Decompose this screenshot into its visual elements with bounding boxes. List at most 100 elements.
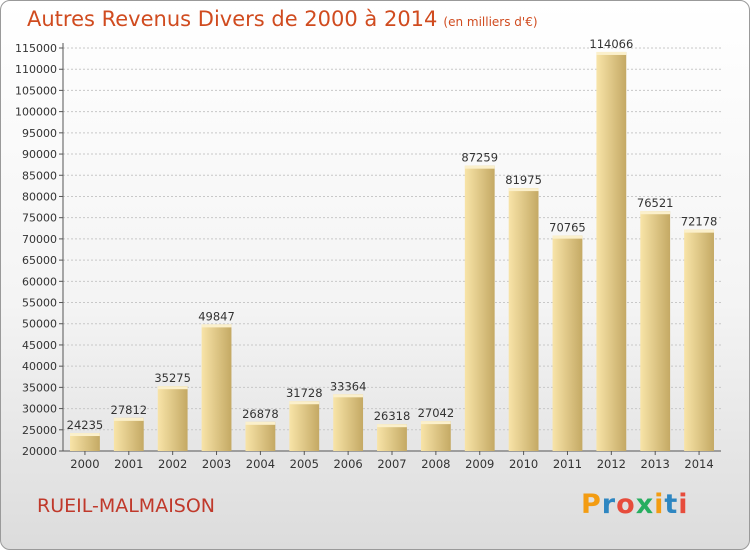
- bar-top-highlight: [245, 421, 276, 425]
- bar-top-highlight: [70, 433, 100, 437]
- bar-top-highlight: [201, 324, 232, 328]
- bar-top-highlight: [420, 421, 451, 425]
- y-tick-label: 90000: [22, 148, 57, 161]
- y-tick-label: 70000: [22, 233, 57, 246]
- bar-top-highlight: [596, 51, 627, 55]
- data-label: 35275: [154, 371, 191, 385]
- x-tick-label: 2011: [553, 457, 582, 471]
- x-tick-label: 2012: [597, 457, 626, 471]
- data-label: 72178: [681, 215, 718, 229]
- y-tick-label: 30000: [22, 403, 57, 416]
- bar: [508, 188, 539, 451]
- x-tick-label: 2014: [684, 457, 713, 471]
- bar-group: [420, 421, 451, 451]
- bar: [684, 229, 714, 451]
- y-tick-label: 95000: [22, 127, 57, 140]
- bar-group: [464, 165, 495, 451]
- bar-chart: 20000 25000 30000 35000 40000 45000 50000 55000…: [15, 37, 721, 471]
- bar-group: [245, 421, 276, 451]
- y-tick-label: 35000: [22, 381, 57, 394]
- x-tick-label: 2007: [377, 457, 406, 471]
- data-label: 27042: [418, 406, 455, 420]
- data-label: 87259: [461, 151, 498, 165]
- bar-group: [377, 424, 407, 451]
- y-tick-label: 85000: [22, 169, 57, 182]
- bar-layer: [70, 51, 714, 451]
- x-tick-label: 2000: [70, 457, 99, 471]
- bar-group: [289, 401, 320, 451]
- data-label: 33364: [330, 379, 367, 393]
- data-label: 81975: [505, 173, 542, 187]
- bar-top-highlight: [508, 188, 539, 192]
- bar: [201, 324, 232, 451]
- y-tick-label: 45000: [22, 339, 57, 352]
- bar-group: [113, 417, 144, 451]
- bar: [552, 235, 583, 451]
- y-tick-label: 40000: [22, 360, 57, 373]
- x-tick-label: 2002: [158, 457, 187, 471]
- bar: [289, 401, 320, 451]
- bar: [640, 211, 671, 451]
- x-tick-label: 2004: [246, 457, 275, 471]
- bar-group: [201, 324, 232, 451]
- bar: [464, 165, 495, 451]
- x-tick-label: 2010: [509, 457, 538, 471]
- bar-top-highlight: [684, 229, 714, 233]
- y-tick-label: 105000: [15, 84, 57, 97]
- bar: [596, 51, 627, 451]
- chart-subtitle: (en milliers d'€): [443, 15, 538, 29]
- y-tick-label: 100000: [15, 106, 57, 119]
- x-tick-label: 2005: [290, 457, 319, 471]
- data-label: 26878: [242, 407, 279, 421]
- x-tick-label: 2003: [202, 457, 231, 471]
- bar-top-highlight: [333, 394, 364, 398]
- bar: [70, 433, 100, 451]
- bar-group: [333, 394, 364, 451]
- x-tick-label: 2013: [641, 457, 670, 471]
- bar: [157, 386, 188, 451]
- city-name: RUEIL-MALMAISON: [37, 495, 216, 517]
- bar: [333, 394, 364, 451]
- x-tick-label: 2008: [421, 457, 450, 471]
- data-label: 26318: [374, 409, 411, 423]
- y-tick-label: 75000: [22, 212, 57, 225]
- bar-group: [552, 235, 583, 451]
- y-tick-label: 20000: [22, 445, 57, 458]
- bar-top-highlight: [464, 165, 495, 169]
- axis-layer: 20000 25000 30000 35000 40000 45000 50000 55000…: [15, 42, 721, 471]
- y-tick-label: 115000: [15, 42, 57, 55]
- y-tick-label: 110000: [15, 63, 57, 76]
- y-tick-label: 55000: [22, 297, 57, 310]
- bar-top-highlight: [289, 401, 320, 405]
- bar: [245, 421, 276, 451]
- bar-top-highlight: [552, 235, 583, 239]
- bar-group: [596, 51, 627, 451]
- bar-top-highlight: [113, 417, 144, 421]
- chart-title: Autres Revenus Divers de 2000 à 2014 (en …: [27, 7, 538, 31]
- bar-top-highlight: [640, 211, 671, 215]
- y-tick-label: 25000: [22, 424, 57, 437]
- y-tick-label: 60000: [22, 275, 57, 288]
- x-tick-label: 2001: [114, 457, 143, 471]
- x-tick-label: 2006: [333, 457, 362, 471]
- data-label: 27812: [111, 403, 148, 417]
- bar-group: [684, 229, 714, 451]
- bar: [113, 417, 144, 451]
- bar: [377, 424, 407, 451]
- bar-group: [508, 188, 539, 451]
- proxiti-logo: Proxiti: [581, 489, 689, 520]
- bar: [420, 421, 451, 451]
- data-label: 31728: [286, 386, 323, 400]
- bar-group: [70, 433, 100, 451]
- label-layer: 24235 27812 35275 49847 26878 31728 33364 26318…: [67, 37, 718, 432]
- data-label: 76521: [637, 196, 674, 210]
- bar-top-highlight: [377, 424, 407, 428]
- bar-top-highlight: [157, 386, 188, 390]
- data-label: 49847: [198, 309, 235, 323]
- y-tick-label: 80000: [22, 190, 57, 203]
- y-tick-label: 65000: [22, 254, 57, 267]
- x-tick-label: 2009: [465, 457, 494, 471]
- data-label: 24235: [67, 418, 104, 432]
- y-tick-label: 50000: [22, 318, 57, 331]
